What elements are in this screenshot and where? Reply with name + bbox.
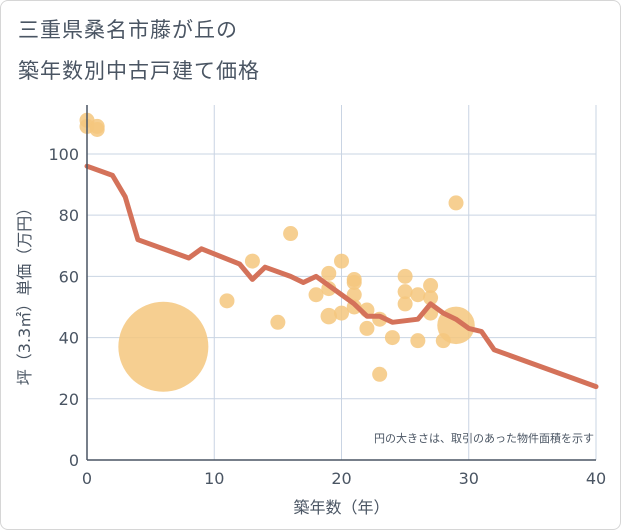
bubble-series <box>79 112 475 392</box>
data-point <box>397 284 413 300</box>
y-tick-label: 80 <box>59 206 79 225</box>
data-point <box>423 278 439 294</box>
data-point <box>308 287 324 303</box>
x-axis-label: 築年数（年） <box>293 498 389 517</box>
data-point <box>410 333 426 349</box>
y-tick-label: 60 <box>59 267 79 286</box>
x-tick-label: 10 <box>204 469 224 488</box>
grid-lines <box>87 105 597 460</box>
trend-line-group <box>84 163 599 390</box>
data-point <box>372 366 388 382</box>
tick-labels: 0 10 20 30 40 0 20 40 60 80 100 <box>48 145 606 488</box>
chart-title-line1: 三重県桑名市藤が丘の <box>18 18 238 42</box>
x-tick-label: 40 <box>586 469 606 488</box>
data-point <box>270 314 286 330</box>
axes <box>86 105 596 461</box>
data-point <box>118 301 209 392</box>
data-point <box>244 253 260 269</box>
data-point <box>423 290 439 306</box>
data-point <box>283 226 299 242</box>
size-legend-note: 円の大きさは、取引のあった物件面積を示す <box>374 431 594 445</box>
data-point <box>321 265 337 281</box>
y-axis-label: 坪（3.3㎡）単価（万円） <box>15 200 34 385</box>
trend-line <box>84 163 599 390</box>
data-point <box>89 121 105 137</box>
x-tick-label: 30 <box>459 469 479 488</box>
data-point <box>410 287 426 303</box>
y-tick-label: 100 <box>48 145 79 164</box>
y-tick-label: 20 <box>59 390 79 409</box>
data-point <box>219 293 235 309</box>
data-point <box>320 307 338 325</box>
y-tick-label: 40 <box>59 329 79 348</box>
data-point <box>448 195 464 211</box>
data-point <box>397 296 413 312</box>
data-point <box>334 253 349 269</box>
x-tick-label: 0 <box>82 469 92 488</box>
data-point <box>359 320 375 336</box>
data-point <box>346 275 362 290</box>
x-tick-label: 20 <box>331 469 351 488</box>
data-point <box>397 268 413 284</box>
data-point <box>334 305 349 321</box>
y-tick-label: 0 <box>69 451 79 470</box>
chart-title-line2: 築年数別中古戸建て価格 <box>18 59 260 83</box>
data-point <box>384 330 400 346</box>
